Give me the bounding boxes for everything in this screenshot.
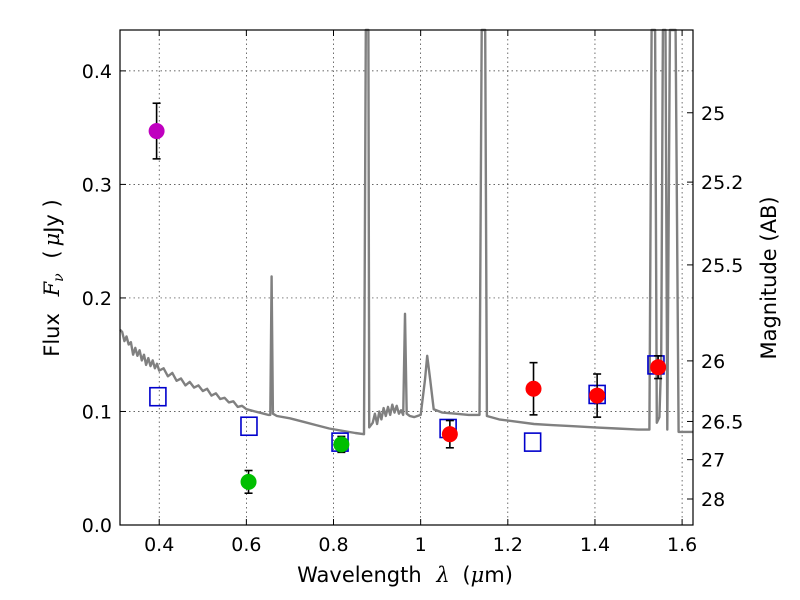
observed-flux-point: [333, 436, 350, 453]
y-tick-label: 0.2: [82, 288, 112, 310]
y-axis-symbol: F: [40, 280, 64, 297]
x-axis-unit-open: (: [462, 563, 470, 587]
magnitude-tick-label: 25.2: [701, 172, 743, 194]
observed-flux-point: [650, 359, 667, 376]
axis-ticks: 0.4 0.6 0.8 1 1.2 1.4 1.6 0.0 0.1 0.2 0.3 0.4 25 25.2…: [82, 30, 743, 556]
model-photometry-square: [149, 386, 167, 407]
y-tick-label: 0.0: [82, 515, 112, 537]
x-axis-unit: m): [484, 563, 513, 587]
observed-flux-point: [240, 473, 257, 490]
magnitude-tick-label: 25: [701, 103, 725, 125]
y-axis-unit: Jy ): [40, 199, 64, 235]
y-axis-unit-open: (: [40, 250, 64, 258]
x-axis-unit-mu: μ: [471, 563, 485, 587]
x-tick-label: 1.6: [667, 534, 697, 556]
x-tick-label: 0.4: [144, 534, 174, 556]
x-tick-label: 1.2: [493, 534, 523, 556]
y2-axis-title: Magnitude (AB): [757, 196, 781, 359]
magnitude-tick-label: 26: [701, 351, 725, 373]
x-axis-label: Wavelength: [297, 563, 422, 587]
y-tick-label: 0.1: [82, 401, 112, 423]
model-photometry-square: [240, 416, 258, 437]
y-axis-unit-mu: μ: [40, 233, 64, 247]
x-tick-label: 0.8: [318, 534, 348, 556]
observed-flux-point: [441, 426, 458, 443]
y-axis-title: Flux Fν ( μJy ): [40, 199, 68, 356]
observed-flux-point: [525, 380, 542, 397]
observed-flux-point: [589, 387, 606, 404]
x-axis-symbol: λ: [435, 563, 449, 587]
y-tick-label: 0.4: [82, 61, 112, 83]
observed-flux-point: [148, 123, 165, 140]
magnitude-tick-label: 26.5: [701, 411, 743, 433]
plot-frame: [119, 29, 694, 526]
x-tick-label: 1.4: [580, 534, 610, 556]
model-photometry-square: [523, 432, 542, 452]
x-axis-title: Wavelength λ (μm): [297, 563, 513, 587]
x-tick-label: 1: [415, 534, 427, 556]
magnitude-tick-label: 25.5: [701, 255, 743, 277]
y-axis-subscript: ν: [51, 273, 67, 282]
magnitude-tick-label: 28: [701, 489, 725, 511]
y-axis-label: Flux: [40, 313, 64, 357]
magnitude-tick-label: 27: [701, 450, 725, 472]
y-tick-label: 0.3: [82, 174, 112, 196]
x-tick-label: 0.6: [231, 534, 261, 556]
